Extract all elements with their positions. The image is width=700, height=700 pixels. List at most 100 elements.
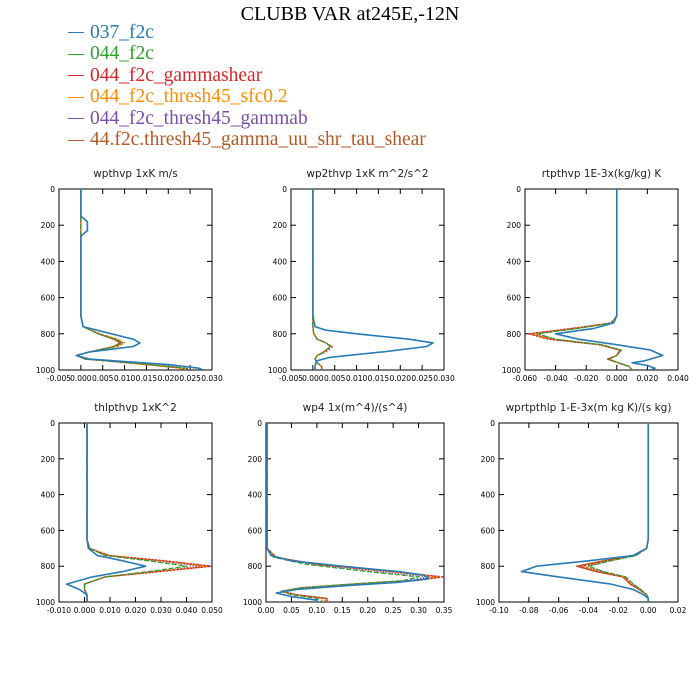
x-tick-label: 0.010: [114, 374, 136, 383]
y-tick-label: 400: [507, 257, 522, 266]
legend-swatch: [68, 139, 84, 141]
x-tick-label: -0.040: [544, 374, 568, 383]
series-group: [312, 189, 434, 370]
y-tick-label: 200: [41, 455, 56, 464]
y-tick-label: 0: [516, 185, 521, 194]
y-tick-label: 800: [248, 562, 263, 571]
legend-label: 044_f2c_gammashear: [90, 64, 263, 86]
series-line: [312, 189, 331, 370]
legend-swatch: [68, 32, 84, 34]
x-tick-label: 0.35: [436, 606, 453, 615]
legend-label: 044_f2c: [90, 43, 154, 65]
series-line: [75, 189, 187, 370]
legend-swatch: [68, 96, 84, 98]
x-tick-label: -0.005: [47, 374, 71, 383]
x-tick-label: 0.015: [136, 374, 158, 383]
y-tick-label: 1000: [36, 598, 55, 607]
x-tick-label: 0.30: [410, 606, 427, 615]
series-line: [75, 189, 191, 370]
x-tick-label: 0.15: [334, 606, 351, 615]
plot-frame: [58, 422, 213, 603]
y-tick-label: 600: [248, 526, 263, 535]
panel-2: wp2thvp 1xK m^2/s^2 0 200 400 600 800 1000-0.0…: [268, 168, 455, 383]
panel-6: wprtpthlp 1-E-3x(m kg K)/(s kg) 0 200 400 60…: [476, 402, 687, 615]
y-tick-label: 0: [50, 419, 55, 428]
x-tick-label: 0.000: [606, 374, 628, 383]
x-tick-label: 0.025: [179, 374, 201, 383]
x-tick-label: 0.020: [158, 374, 180, 383]
y-tick-label: 600: [41, 294, 56, 303]
y-tick-label: 0: [282, 185, 287, 194]
x-tick-label: 0.000: [70, 374, 92, 383]
plot-frame: [58, 188, 213, 371]
x-tick-label: 0.20: [359, 606, 376, 615]
y-tick-label: 400: [41, 257, 56, 266]
legend-label: 037_f2c: [90, 21, 154, 43]
x-tick-label: 0.025: [411, 374, 433, 383]
series-group: [65, 423, 212, 602]
legend-label: 044_f2c_thresh45_gammab: [90, 107, 308, 129]
y-tick-label: 200: [507, 221, 522, 230]
x-tick-label: 0.25: [385, 606, 402, 615]
series-line: [587, 423, 649, 602]
series-line: [587, 423, 649, 602]
series-line: [583, 423, 649, 602]
legend-label: 44.f2c.thresh45_gamma_uu_shr_tau_shear: [90, 129, 426, 151]
series-line: [580, 423, 649, 602]
series-line: [312, 189, 434, 370]
y-tick-label: 800: [507, 330, 522, 339]
y-tick-label: 600: [481, 526, 496, 535]
x-tick-label: 0.05: [283, 606, 300, 615]
x-tick-label: 0.040: [176, 606, 198, 615]
x-tick-label: 0.030: [433, 374, 455, 383]
x-tick-label: 0.000: [74, 606, 96, 615]
series-line: [266, 423, 420, 602]
page-title: CLUBB VAR at245E,-12N: [240, 3, 460, 25]
series-group: [527, 189, 664, 370]
series-line: [312, 189, 334, 370]
y-tick-label: 600: [273, 294, 288, 303]
plot-frame: [290, 188, 445, 371]
panel-3: rtpthvp 1E-3x(kg/kg) K02004006008001000-…: [502, 168, 689, 383]
x-tick-label: -0.08: [519, 606, 539, 615]
x-tick-label: 0.020: [637, 374, 659, 383]
x-tick-label: 0.020: [125, 606, 147, 615]
x-tick-label: 0.050: [201, 606, 223, 615]
y-tick-label: 800: [41, 330, 56, 339]
x-tick-label: 0.10: [309, 606, 326, 615]
series-line: [536, 189, 633, 370]
legend-swatch: [68, 75, 84, 77]
y-tick-label: 400: [248, 491, 263, 500]
legend-item: 044_f2c_thresh45_gammab: [68, 108, 426, 130]
plot-frame: [265, 422, 445, 603]
x-tick-label: 0.005: [92, 374, 114, 383]
x-tick-label: 0.00: [258, 606, 275, 615]
series-line: [75, 189, 191, 370]
legend-item: 037_f2c: [68, 22, 426, 44]
y-tick-label: 800: [41, 562, 56, 571]
legend-item: 044_f2c_thresh45_sfc0.2: [68, 86, 426, 109]
y-tick-label: 0: [257, 419, 262, 428]
legend-swatch: [68, 118, 84, 120]
x-tick-label: -0.04: [579, 606, 599, 615]
series-line: [312, 189, 331, 370]
series-line: [65, 423, 147, 602]
y-tick-label: 200: [481, 455, 496, 464]
series-line: [531, 189, 633, 370]
panel-title: wprtpthlp 1-E-3x(m kg K)/(s kg): [506, 402, 672, 414]
x-tick-label: 0.005: [324, 374, 346, 383]
y-tick-label: 600: [507, 294, 522, 303]
y-tick-label: 1000: [243, 598, 262, 607]
series-line: [312, 189, 331, 370]
x-tick-label: 0.030: [150, 606, 172, 615]
x-tick-label: 0.020: [390, 374, 412, 383]
y-tick-label: 0: [50, 185, 55, 194]
x-tick-label: -0.06: [549, 606, 569, 615]
series-line: [575, 423, 649, 602]
y-tick-label: 1000: [36, 366, 55, 375]
x-tick-label: -0.010: [47, 606, 71, 615]
x-tick-label: -0.02: [609, 606, 629, 615]
